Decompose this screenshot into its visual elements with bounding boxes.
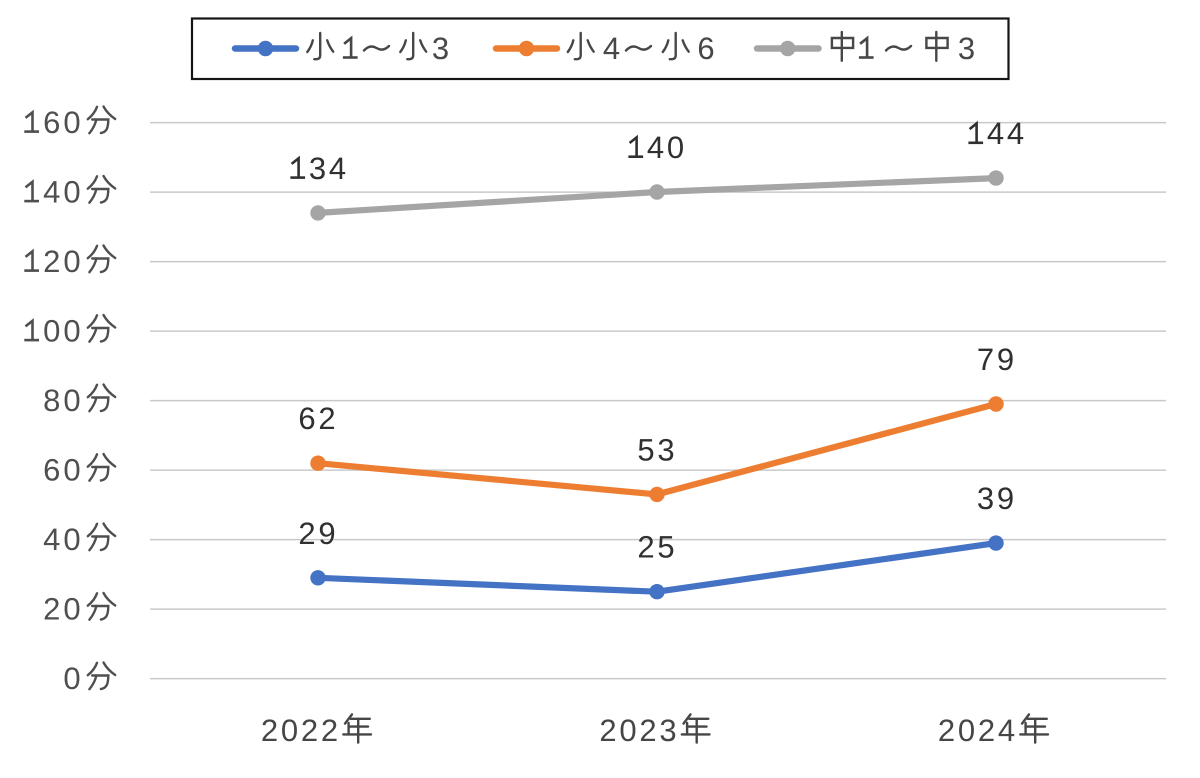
svg-text:9: 9 [997, 342, 1014, 377]
svg-text:4: 4 [43, 522, 60, 557]
svg-text:2: 2 [938, 713, 955, 748]
svg-text:0: 0 [63, 591, 80, 626]
svg-text:0: 0 [63, 383, 80, 418]
svg-text:2: 2 [639, 713, 656, 748]
svg-text:6: 6 [697, 31, 714, 66]
svg-text:4: 4 [43, 174, 60, 209]
svg-text:7: 7 [977, 342, 994, 377]
svg-text:3: 3 [657, 432, 674, 467]
svg-text:8: 8 [43, 383, 60, 418]
svg-text:4: 4 [1007, 116, 1024, 151]
svg-text:6: 6 [43, 105, 60, 140]
svg-text:0: 0 [63, 452, 80, 487]
svg-text:2: 2 [301, 713, 318, 748]
svg-text:2: 2 [43, 244, 60, 279]
svg-text:4: 4 [603, 31, 620, 66]
svg-text:0: 0 [63, 105, 80, 140]
svg-text:0: 0 [281, 713, 298, 748]
svg-text:5: 5 [637, 432, 654, 467]
svg-text:5: 5 [657, 530, 674, 565]
svg-text:9: 9 [997, 481, 1014, 516]
svg-text:0: 0 [958, 713, 975, 748]
svg-text:2: 2 [318, 401, 335, 436]
svg-text:2: 2 [298, 516, 315, 551]
svg-text:2: 2 [261, 713, 278, 748]
svg-text:0: 0 [63, 661, 80, 696]
svg-text:6: 6 [298, 401, 315, 436]
svg-text:3: 3 [659, 713, 676, 748]
svg-text:2: 2 [321, 713, 338, 748]
svg-text:0: 0 [43, 313, 60, 348]
svg-text:0: 0 [63, 174, 80, 209]
svg-text:0: 0 [619, 713, 636, 748]
svg-text:6: 6 [43, 452, 60, 487]
svg-text:3: 3 [958, 31, 975, 66]
svg-text:4: 4 [647, 130, 664, 165]
svg-text:2: 2 [599, 713, 616, 748]
svg-text:3: 3 [977, 481, 994, 516]
svg-text:4: 4 [998, 713, 1015, 748]
svg-text:0: 0 [63, 313, 80, 348]
svg-text:4: 4 [329, 151, 346, 186]
svg-text:3: 3 [432, 31, 449, 66]
svg-text:9: 9 [318, 516, 335, 551]
svg-text:2: 2 [978, 713, 995, 748]
svg-text:3: 3 [309, 151, 326, 186]
svg-text:4: 4 [987, 116, 1004, 151]
svg-text:0: 0 [667, 130, 684, 165]
svg-text:2: 2 [637, 530, 654, 565]
svg-text:0: 0 [63, 522, 80, 557]
svg-text:0: 0 [63, 244, 80, 279]
svg-text:2: 2 [43, 591, 60, 626]
